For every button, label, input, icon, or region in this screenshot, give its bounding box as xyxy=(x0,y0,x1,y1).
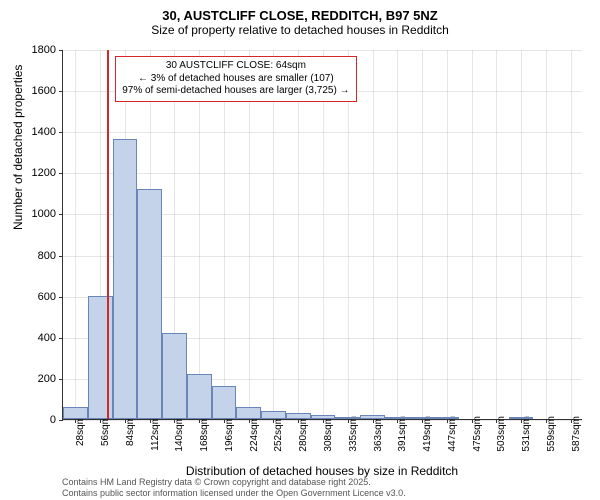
y-tick-mark xyxy=(59,256,63,257)
gridline-vertical xyxy=(249,50,250,419)
y-tick-mark xyxy=(59,50,63,51)
y-tick-label: 1400 xyxy=(18,126,56,138)
histogram-bar xyxy=(509,417,534,419)
y-tick-label: 800 xyxy=(18,250,56,262)
plot-area: 28sqm56sqm84sqm112sqm140sqm168sqm196sqm2… xyxy=(62,50,582,420)
gridline-vertical xyxy=(422,50,423,419)
gridline-vertical xyxy=(75,50,76,419)
histogram-bar xyxy=(236,407,261,419)
gridline-vertical xyxy=(521,50,522,419)
chart-footer: Contains HM Land Registry data © Crown c… xyxy=(62,477,406,498)
gridline-vertical xyxy=(348,50,349,419)
y-tick-mark xyxy=(59,173,63,174)
y-tick-label: 0 xyxy=(18,414,56,426)
annotation-line-2: ← 3% of detached houses are smaller (107… xyxy=(122,73,349,86)
y-tick-label: 1000 xyxy=(18,208,56,220)
histogram-bar xyxy=(63,407,88,419)
histogram-bar xyxy=(311,415,336,419)
marker-line xyxy=(107,50,109,419)
gridline-vertical xyxy=(472,50,473,419)
gridline-vertical xyxy=(224,50,225,419)
y-tick-label: 1600 xyxy=(18,85,56,97)
histogram-bar xyxy=(137,189,162,419)
y-tick-label: 600 xyxy=(18,291,56,303)
footer-line-1: Contains HM Land Registry data © Crown c… xyxy=(62,477,406,487)
y-tick-mark xyxy=(59,297,63,298)
y-tick-mark xyxy=(59,132,63,133)
gridline-vertical xyxy=(546,50,547,419)
gridline-vertical xyxy=(273,50,274,419)
histogram-bar xyxy=(261,411,286,419)
gridline-vertical xyxy=(199,50,200,419)
histogram-bar xyxy=(385,417,410,419)
footer-line-2: Contains public sector information licen… xyxy=(62,488,406,498)
y-tick-label: 400 xyxy=(18,332,56,344)
gridline-vertical xyxy=(323,50,324,419)
histogram-bar xyxy=(212,386,237,419)
y-tick-mark xyxy=(59,379,63,380)
histogram-bar xyxy=(162,333,187,419)
annotation-line-3: 97% of semi-detached houses are larger (… xyxy=(122,85,349,98)
gridline-vertical xyxy=(571,50,572,419)
chart-title: 30, AUSTCLIFF CLOSE, REDDITCH, B97 5NZ xyxy=(0,0,600,23)
gridline-vertical xyxy=(373,50,374,419)
histogram-bar xyxy=(410,417,435,419)
gridline-vertical xyxy=(447,50,448,419)
histogram-bar xyxy=(113,139,138,419)
histogram-bar xyxy=(360,415,385,419)
gridline-vertical xyxy=(496,50,497,419)
chart-container: 30, AUSTCLIFF CLOSE, REDDITCH, B97 5NZ S… xyxy=(0,0,600,500)
chart-subtitle: Size of property relative to detached ho… xyxy=(0,23,600,42)
y-tick-mark xyxy=(59,420,63,421)
histogram-bar xyxy=(187,374,212,419)
y-tick-mark xyxy=(59,91,63,92)
histogram-bar xyxy=(286,413,311,419)
annotation-box: 30 AUSTCLIFF CLOSE: 64sqm← 3% of detache… xyxy=(115,56,356,102)
histogram-bar xyxy=(335,417,360,419)
y-tick-mark xyxy=(59,214,63,215)
gridline-vertical xyxy=(298,50,299,419)
annotation-line-1: 30 AUSTCLIFF CLOSE: 64sqm xyxy=(122,60,349,73)
y-tick-mark xyxy=(59,338,63,339)
histogram-bar xyxy=(434,417,459,419)
y-tick-label: 1200 xyxy=(18,167,56,179)
y-tick-label: 200 xyxy=(18,373,56,385)
gridline-vertical xyxy=(397,50,398,419)
x-axis-label: Distribution of detached houses by size … xyxy=(62,464,582,478)
y-tick-label: 1800 xyxy=(18,44,56,56)
